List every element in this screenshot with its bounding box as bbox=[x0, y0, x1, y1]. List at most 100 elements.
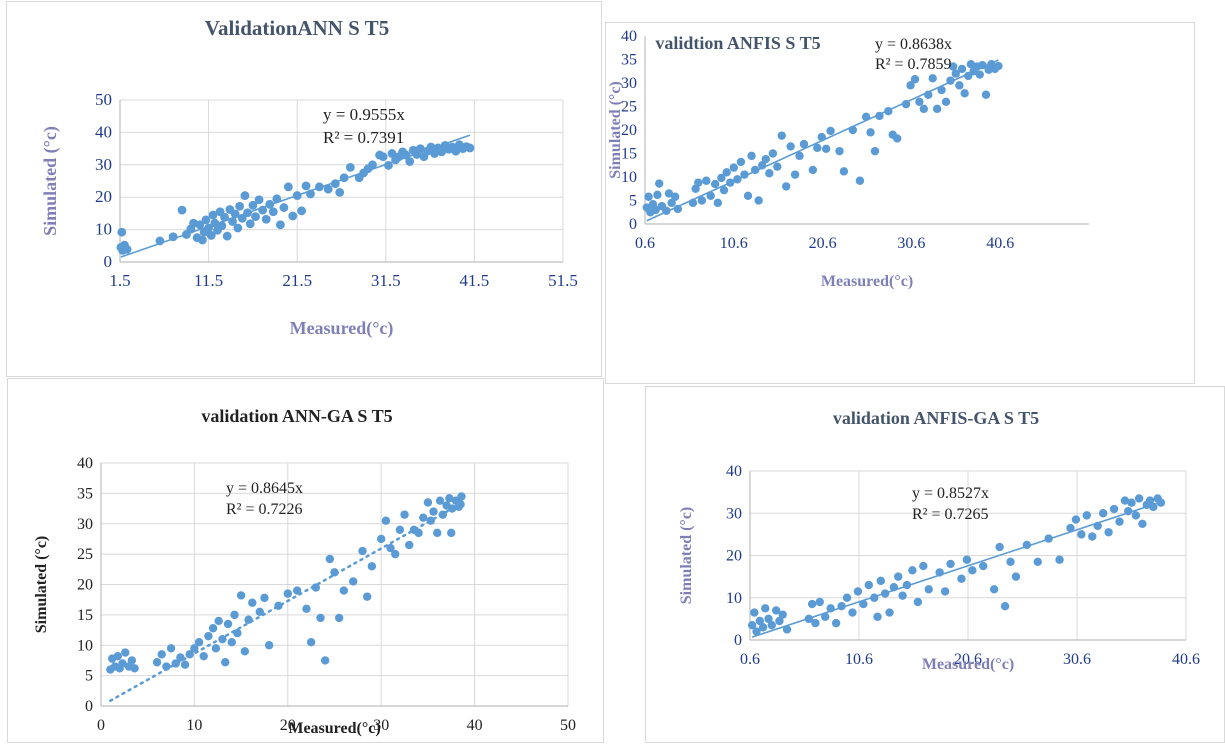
trend-equation: y = 0.8638x bbox=[875, 36, 952, 53]
data-point bbox=[758, 623, 768, 632]
data-point bbox=[206, 231, 216, 240]
data-point bbox=[729, 163, 738, 172]
y-tick-label: 30 bbox=[77, 516, 93, 533]
data-point bbox=[706, 191, 715, 200]
data-point bbox=[859, 599, 868, 609]
data-point bbox=[968, 566, 977, 575]
x-axis-title: Measured(°c) bbox=[290, 318, 394, 339]
data-point bbox=[853, 587, 863, 596]
data-point bbox=[1134, 494, 1144, 503]
data-point bbox=[325, 554, 335, 564]
data-point bbox=[807, 599, 817, 609]
data-point bbox=[855, 176, 865, 185]
x-tick-label: 40.6 bbox=[1172, 651, 1200, 668]
data-point bbox=[743, 191, 753, 200]
data-point bbox=[919, 104, 929, 114]
data-point bbox=[799, 139, 809, 149]
data-point bbox=[194, 638, 204, 647]
data-point bbox=[955, 81, 964, 90]
data-point bbox=[790, 170, 800, 179]
data-point bbox=[919, 561, 928, 571]
data-point bbox=[233, 223, 243, 233]
data-point bbox=[297, 206, 307, 216]
x-tick-label: 20.6 bbox=[809, 235, 837, 252]
data-point bbox=[913, 597, 923, 607]
data-point bbox=[653, 190, 662, 200]
data-point bbox=[989, 585, 999, 594]
data-point bbox=[405, 157, 415, 166]
data-point bbox=[381, 516, 391, 525]
data-point bbox=[433, 528, 442, 538]
data-point bbox=[821, 144, 831, 153]
y-tick-label: 20 bbox=[95, 187, 112, 206]
data-point bbox=[962, 555, 972, 564]
data-point bbox=[208, 210, 218, 220]
data-point bbox=[694, 178, 703, 187]
data-point bbox=[117, 227, 127, 237]
x-axis-title: Measured(°c) bbox=[288, 720, 380, 737]
y-tick-label: 5 bbox=[85, 668, 93, 685]
data-point bbox=[957, 64, 967, 74]
data-point bbox=[908, 566, 917, 575]
data-point bbox=[994, 61, 1003, 71]
y-tick-label: 10 bbox=[95, 220, 112, 239]
y-tick-label: 10 bbox=[726, 590, 742, 607]
x-tick-label: 51.5 bbox=[548, 271, 578, 290]
data-point bbox=[773, 162, 782, 171]
data-point bbox=[254, 195, 264, 205]
y-tick-label: 40 bbox=[95, 122, 112, 141]
data-point bbox=[795, 151, 804, 161]
data-point bbox=[177, 205, 187, 215]
x-tick-label: 0 bbox=[97, 717, 105, 734]
data-point bbox=[754, 196, 763, 205]
data-point bbox=[199, 651, 208, 661]
y-tick-label: 20 bbox=[77, 577, 93, 594]
data-point bbox=[782, 625, 792, 634]
data-point bbox=[768, 149, 778, 158]
chart-anfis-ga-svg: validation ANFIS-GA S T5 0 10 20 30 40 0.6 10.6… bbox=[678, 408, 1200, 673]
y-tick-label: 40 bbox=[726, 463, 742, 480]
x-tick-label: 20.6 bbox=[954, 651, 982, 668]
data-point bbox=[157, 650, 166, 659]
x-tick-label: 0.6 bbox=[740, 651, 760, 668]
y-tick-label: 20 bbox=[726, 548, 742, 565]
data-point bbox=[414, 528, 423, 538]
trendline bbox=[646, 59, 999, 222]
data-point bbox=[670, 192, 680, 201]
data-point bbox=[736, 157, 746, 167]
data-point bbox=[435, 496, 445, 505]
chart-title: validation ANFIS-GA S T5 bbox=[833, 408, 1039, 428]
data-point bbox=[283, 182, 293, 192]
data-point bbox=[906, 81, 915, 90]
chart-ann-ga-svg: validation ANN-GA S T5 0 5 10 15 20 25 30 35 40 0 1… bbox=[33, 406, 576, 737]
data-point bbox=[932, 104, 942, 114]
data-point bbox=[217, 221, 227, 231]
data-point bbox=[197, 235, 207, 245]
data-point bbox=[775, 616, 784, 626]
y-tick-label: 0 bbox=[104, 252, 113, 271]
data-point bbox=[722, 168, 731, 177]
data-point bbox=[719, 185, 729, 195]
data-point bbox=[251, 212, 260, 222]
data-point bbox=[127, 656, 137, 665]
y-axis-title: Simulated (°c) bbox=[607, 81, 624, 179]
data-point bbox=[445, 494, 454, 503]
data-point bbox=[457, 492, 466, 501]
data-point bbox=[915, 97, 924, 107]
data-point bbox=[208, 624, 218, 633]
data-point bbox=[292, 586, 302, 595]
data-point bbox=[839, 167, 849, 176]
chart-title: ValidationANN S T5 bbox=[205, 16, 389, 40]
y-tick-label: 35 bbox=[77, 485, 93, 502]
data-point bbox=[1145, 496, 1155, 505]
y-tick-label: 35 bbox=[621, 52, 637, 69]
data-point bbox=[451, 146, 461, 156]
data-point bbox=[248, 200, 258, 210]
data-point bbox=[185, 650, 194, 659]
data-point bbox=[771, 606, 781, 615]
data-point bbox=[235, 201, 245, 211]
data-point bbox=[386, 543, 395, 553]
data-point bbox=[190, 644, 199, 653]
x-tick-label: 30.6 bbox=[897, 235, 925, 252]
data-point bbox=[924, 585, 933, 594]
